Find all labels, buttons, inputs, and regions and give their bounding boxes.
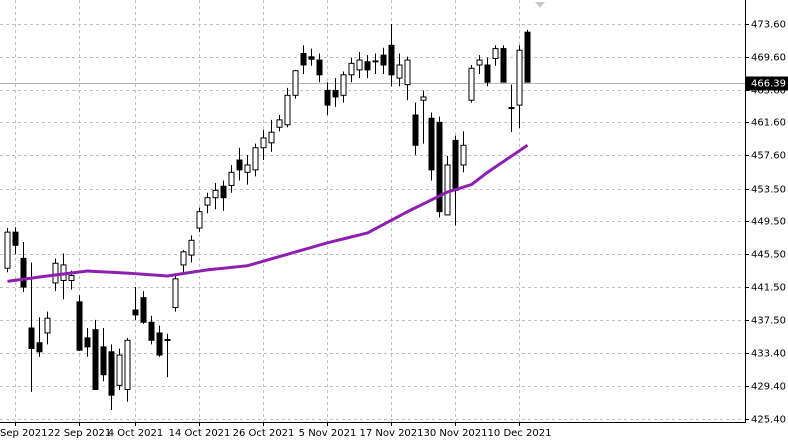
- y-tick-label: 437.50: [751, 316, 786, 327]
- candle-body: [340, 74, 347, 96]
- y-tick-label: 461.60: [751, 118, 786, 129]
- candle-body: [68, 275, 75, 281]
- candle-body: [180, 251, 187, 266]
- candle-body: [460, 144, 467, 166]
- x-tick-label: 26 Oct 2021: [233, 428, 295, 439]
- candle-body: [100, 346, 107, 376]
- candle-body: [44, 317, 51, 334]
- candle-body: [36, 342, 43, 353]
- candle-body: [132, 309, 139, 316]
- x-tick-label: Sep 2021: [0, 428, 47, 439]
- axes: 473.60 469.60 465.60 461.60 457.60 453.50 449.…: [0, 20, 788, 439]
- candle-body: [28, 327, 35, 349]
- candle-body: [516, 49, 523, 106]
- y-tick-label: 457.60: [751, 151, 786, 162]
- candle-body: [500, 48, 507, 83]
- candle-body: [260, 137, 267, 149]
- candle-body: [204, 197, 211, 206]
- candle-body: [92, 329, 99, 390]
- candle-body: [380, 54, 387, 66]
- x-tick-label: 30 Nov 2021: [423, 428, 487, 439]
- candle-body: [420, 96, 427, 101]
- candle-body: [324, 89, 331, 106]
- y-tick-label: 465.60: [751, 86, 786, 97]
- candle-body: [212, 189, 219, 199]
- candle-body: [236, 159, 243, 171]
- candle-body: [108, 351, 115, 396]
- x-tick-label: 10 Dec 2021: [488, 428, 552, 439]
- x-tick-label: 17 Nov 2021: [359, 428, 423, 439]
- candle-body: [372, 60, 379, 63]
- candle-body: [364, 61, 371, 71]
- x-tick-label: 5 Nov 2021: [299, 428, 357, 439]
- candle-body: [116, 354, 123, 386]
- candle-body: [12, 231, 19, 246]
- candle-body: [484, 64, 491, 83]
- candle-body: [284, 94, 291, 126]
- candle-body: [476, 59, 483, 66]
- candle-body: [508, 107, 515, 110]
- candle-body: [244, 164, 251, 173]
- candle-body: [396, 64, 403, 79]
- candle-body: [524, 31, 531, 83]
- candle-body: [156, 332, 163, 356]
- candle-body: [20, 257, 27, 288]
- candle-body: [276, 119, 283, 128]
- price-label-box: [746, 76, 788, 91]
- candle-body: [196, 211, 203, 229]
- candle-body: [140, 297, 147, 323]
- candle-body: [468, 67, 475, 101]
- moving-average: [7, 144, 529, 283]
- candle-body: [300, 53, 307, 66]
- y-tick-label: 441.50: [751, 283, 786, 294]
- candle-body: [348, 62, 355, 76]
- candle-body: [308, 56, 315, 60]
- x-tick-label: 14 Oct 2021: [169, 428, 231, 439]
- candle-body: [492, 48, 499, 59]
- candle-body: [412, 114, 419, 146]
- candle-body: [164, 338, 171, 341]
- candle-body: [84, 337, 91, 348]
- y-tick-label: 429.40: [751, 382, 786, 393]
- candle-body: [52, 262, 59, 284]
- x-tick-label: 22 Sep 2021: [48, 428, 111, 439]
- candle-body: [148, 321, 155, 341]
- plot: [4, 24, 531, 410]
- candle-body: [252, 147, 259, 171]
- candle-body: [452, 139, 459, 191]
- y-tick-label: 453.50: [751, 185, 786, 196]
- candle-body: [172, 278, 179, 309]
- y-tick-label: 425.40: [751, 415, 786, 426]
- candle-body: [124, 339, 131, 390]
- candle-body: [228, 171, 235, 186]
- candle-body: [76, 301, 83, 351]
- y-tick-label: 449.50: [751, 217, 786, 228]
- candle-body: [188, 239, 195, 256]
- candle-body: [404, 59, 411, 86]
- y-tick-label: 433.40: [751, 349, 786, 360]
- candle-body: [356, 59, 363, 71]
- y-tick-label: 445.50: [751, 250, 786, 261]
- candle-body: [220, 185, 227, 199]
- candle-body: [4, 231, 11, 269]
- candle-body: [316, 59, 323, 76]
- candle-body: [332, 89, 339, 98]
- x-tick-label: 4 Oct 2021: [108, 428, 163, 439]
- candle-body: [436, 121, 443, 213]
- candle-body: [268, 131, 275, 144]
- y-tick-label: 473.60: [751, 20, 786, 31]
- y-tick-label: 469.60: [751, 53, 786, 64]
- candle-body: [388, 44, 395, 76]
- candle-body: [292, 70, 299, 96]
- candle-body: [428, 117, 435, 171]
- shift-marker: [535, 2, 545, 8]
- price-label: 466.39: [751, 79, 786, 90]
